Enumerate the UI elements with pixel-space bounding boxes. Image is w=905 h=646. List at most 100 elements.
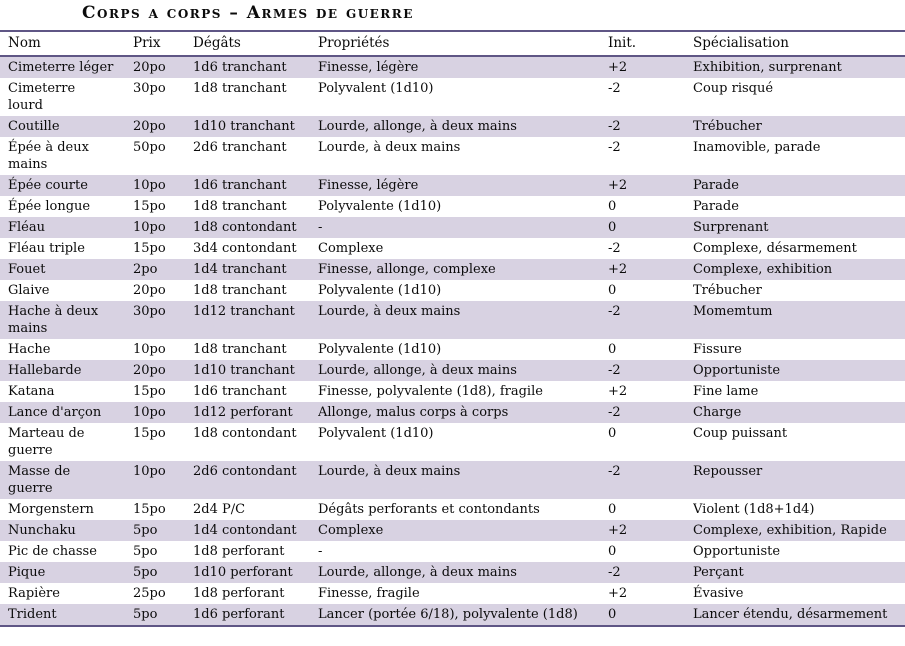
cell-init: +2	[608, 178, 628, 193]
cell-proprietes: Complexe	[318, 523, 384, 538]
cell-nom: Épée à deux mains	[8, 140, 89, 172]
cell-prix: 10po	[133, 178, 166, 193]
cell-proprietes: Lourde, à deux mains	[318, 140, 461, 155]
cell-nom: Hache à deux mains	[8, 304, 99, 336]
cell-prix: 15po	[133, 384, 166, 399]
cell-specialisation: Fissure	[693, 342, 742, 357]
table-row: Épée longue 15po 1d8 tranchant Polyvalente …	[0, 196, 905, 217]
cell-degats: 1d8 contondant	[193, 220, 297, 235]
cell-degats: 1d4 tranchant	[193, 262, 287, 277]
cell-degats: 1d8 perforant	[193, 586, 285, 601]
cell-degats: 1d12 tranchant	[193, 304, 295, 319]
cell-degats: 1d8 tranchant	[193, 342, 287, 357]
cell-proprietes: Finesse, allonge, complexe	[318, 262, 496, 277]
cell-init: +2	[608, 586, 628, 601]
cell-nom: Lance d'arçon	[8, 405, 102, 420]
cell-specialisation: Fine lame	[693, 384, 759, 399]
column-header-proprietes: Propriétés	[318, 35, 390, 51]
cell-init: -2	[608, 464, 621, 479]
table-row: Hache à deux mains 30po 1d12 tranchant Lour…	[0, 301, 905, 339]
table-row: Pique 5po 1d10 perforant Lourde, allonge, à…	[0, 562, 905, 583]
column-header-prix: Prix	[133, 35, 161, 51]
cell-specialisation: Complexe, exhibition, Rapide	[693, 523, 887, 538]
cell-init: 0	[608, 199, 617, 214]
cell-nom: Épée longue	[8, 199, 91, 214]
table-row: Hallebarde 20po 1d10 tranchant Lourde, allo…	[0, 360, 905, 381]
cell-prix: 5po	[133, 523, 158, 538]
cell-degats: 2d4 P/C	[193, 502, 246, 517]
cell-specialisation: Opportuniste	[693, 363, 781, 378]
cell-prix: 20po	[133, 119, 166, 134]
cell-nom: Rapière	[8, 586, 60, 601]
weapons-table: Nom Prix Dégâts Propriétés Init. Spécialisati…	[0, 30, 905, 627]
table-row: Pic de chasse 5po 1d8 perforant - 0 Opportuni…	[0, 541, 905, 562]
cell-proprietes: Lancer (portée 6/18), polyvalente (1d8)	[318, 607, 578, 622]
cell-nom: Cimeterre lourd	[8, 81, 76, 113]
cell-degats: 2d6 contondant	[193, 464, 297, 479]
page-title: Corps a corps – Armes de guerre	[82, 3, 414, 23]
cell-degats: 1d8 tranchant	[193, 199, 287, 214]
cell-specialisation: Momemtum	[693, 304, 773, 319]
cell-degats: 2d6 tranchant	[193, 140, 287, 155]
cell-init: -2	[608, 565, 621, 580]
cell-init: -2	[608, 241, 621, 256]
cell-prix: 15po	[133, 199, 166, 214]
cell-prix: 20po	[133, 363, 166, 378]
cell-specialisation: Coup puissant	[693, 426, 788, 441]
cell-nom: Nunchaku	[8, 523, 76, 538]
cell-proprietes: Dégâts perforants et contondants	[318, 502, 540, 517]
cell-prix: 15po	[133, 426, 166, 441]
cell-prix: 30po	[133, 81, 166, 96]
cell-degats: 1d4 contondant	[193, 523, 297, 538]
table-row: Rapière 25po 1d8 perforant Finesse, fragile…	[0, 583, 905, 604]
cell-specialisation: Coup risqué	[693, 81, 774, 96]
cell-nom: Trident	[8, 607, 57, 622]
cell-nom: Hache	[8, 342, 51, 357]
cell-degats: 1d6 tranchant	[193, 60, 287, 75]
cell-proprietes: Lourde, à deux mains	[318, 304, 461, 319]
cell-proprietes: Polyvalent (1d10)	[318, 81, 434, 96]
cell-prix: 30po	[133, 304, 166, 319]
cell-prix: 5po	[133, 544, 158, 559]
cell-nom: Masse de guerre	[8, 464, 71, 496]
cell-proprietes: Polyvalente (1d10)	[318, 342, 442, 357]
cell-nom: Coutille	[8, 119, 60, 134]
cell-degats: 1d6 tranchant	[193, 384, 287, 399]
cell-degats: 1d10 tranchant	[193, 119, 295, 134]
cell-degats: 3d4 contondant	[193, 241, 297, 256]
table-row: Masse de guerre 10po 2d6 contondant Lourde,…	[0, 461, 905, 499]
cell-specialisation: Repousser	[693, 464, 763, 479]
cell-proprietes: Polyvalent (1d10)	[318, 426, 434, 441]
cell-degats: 1d10 tranchant	[193, 363, 295, 378]
table-row: Lance d'arçon 10po 1d12 perforant Allonge, …	[0, 402, 905, 423]
cell-init: -2	[608, 140, 621, 155]
cell-nom: Pique	[8, 565, 46, 580]
table-row: Fléau triple 15po 3d4 contondant Complexe -2…	[0, 238, 905, 259]
cell-nom: Pic de chasse	[8, 544, 97, 559]
cell-specialisation: Inamovible, parade	[693, 140, 821, 155]
cell-nom: Fléau triple	[8, 241, 85, 256]
cell-proprietes: Lourde, allonge, à deux mains	[318, 565, 517, 580]
cell-prix: 5po	[133, 565, 158, 580]
cell-proprietes: Polyvalente (1d10)	[318, 283, 442, 298]
column-header-specialisation: Spécialisation	[693, 35, 789, 51]
cell-nom: Glaive	[8, 283, 50, 298]
cell-proprietes: Finesse, légère	[318, 178, 419, 193]
cell-proprietes: Polyvalente (1d10)	[318, 199, 442, 214]
cell-specialisation: Perçant	[693, 565, 744, 580]
cell-init: 0	[608, 544, 617, 559]
cell-prix: 5po	[133, 607, 158, 622]
cell-specialisation: Parade	[693, 199, 739, 214]
cell-prix: 15po	[133, 241, 166, 256]
cell-nom: Morgenstern	[8, 502, 94, 517]
cell-prix: 10po	[133, 220, 166, 235]
cell-proprietes: -	[318, 544, 323, 559]
cell-prix: 20po	[133, 60, 166, 75]
cell-nom: Épée courte	[8, 178, 88, 193]
cell-degats: 1d8 tranchant	[193, 81, 287, 96]
table-row: Nunchaku 5po 1d4 contondant Complexe +2 Compl…	[0, 520, 905, 541]
cell-nom: Fouet	[8, 262, 46, 277]
cell-init: 0	[608, 426, 617, 441]
table-row: Épée courte 10po 1d6 tranchant Finesse, lég…	[0, 175, 905, 196]
table-row: Marteau de guerre 15po 1d8 contondant Polyv…	[0, 423, 905, 461]
